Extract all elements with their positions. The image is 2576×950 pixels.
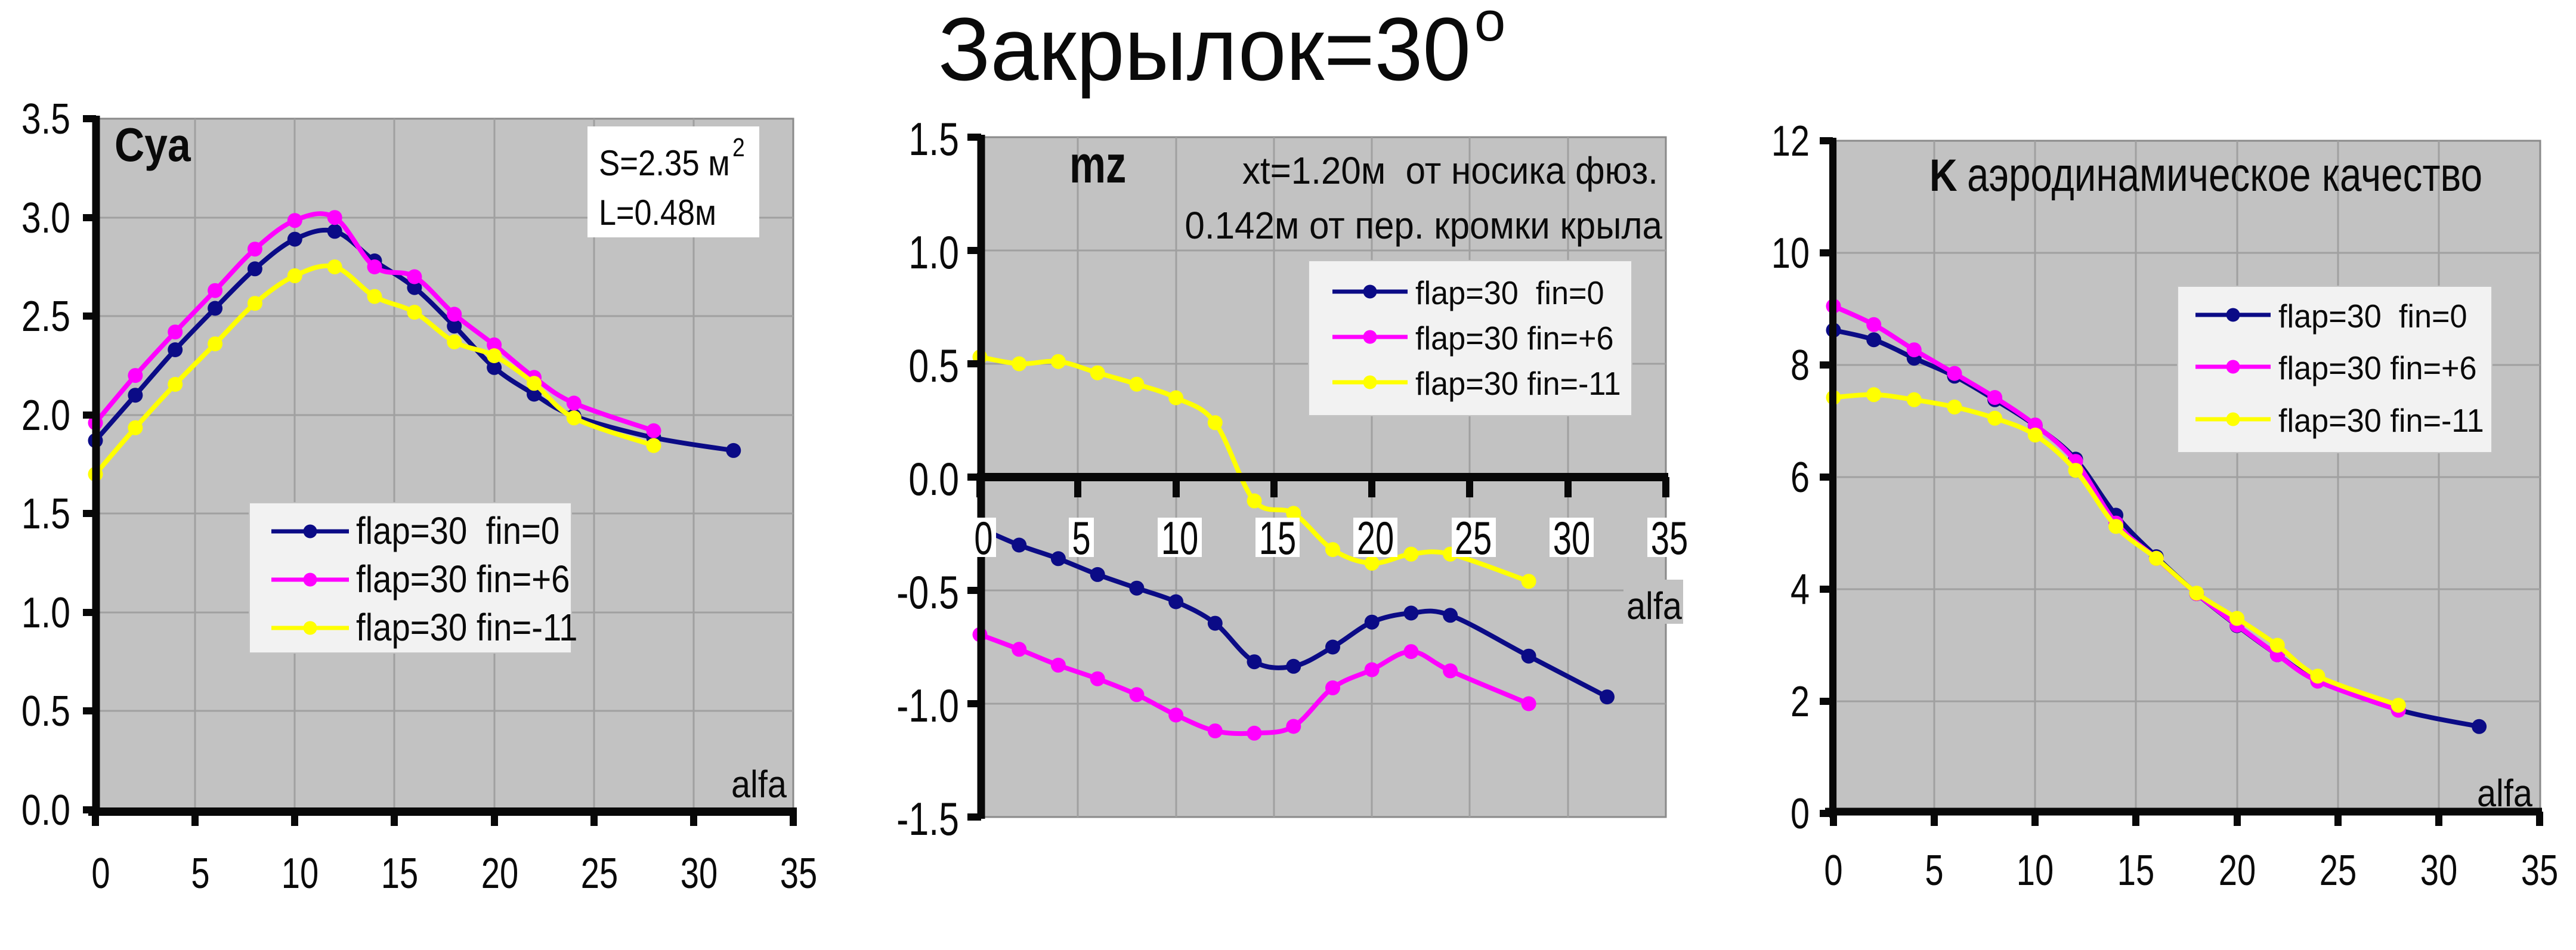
svg-text:12: 12 [1771, 117, 1810, 165]
svg-text:35: 35 [2521, 846, 2558, 894]
svg-text:35: 35 [1651, 512, 1688, 564]
svg-text:flap=30 fin=-11: flap=30 fin=-11 [2278, 403, 2484, 440]
svg-text:flap=30 fin=0: flap=30 fin=0 [1415, 275, 1604, 312]
svg-text:S=2.35 м: S=2.35 м [599, 143, 730, 183]
svg-text:3.0: 3.0 [21, 193, 70, 242]
svg-text:25: 25 [581, 849, 618, 897]
svg-text:0.0: 0.0 [21, 785, 70, 834]
svg-text:0: 0 [1790, 790, 1810, 838]
svg-text:5: 5 [1072, 512, 1090, 564]
svg-text:mz: mz [1069, 135, 1126, 194]
svg-text:Cya: Cya [115, 117, 191, 171]
svg-text:flap=30 fin=+6: flap=30 fin=+6 [356, 558, 570, 601]
svg-text:xt=1.20м от носика фюз.: xt=1.20м от носика фюз. [1242, 150, 1658, 192]
svg-text:0: 0 [974, 512, 992, 564]
svg-text:20: 20 [1357, 512, 1394, 564]
svg-text:0.142м от пер. кромки крыла: 0.142м от пер. кромки крыла [1185, 205, 1662, 247]
svg-text:15: 15 [2117, 846, 2154, 894]
svg-text:25: 25 [2320, 846, 2357, 894]
svg-text:10: 10 [1161, 512, 1198, 564]
svg-text:8: 8 [1790, 341, 1810, 389]
svg-text:0.5: 0.5 [21, 686, 70, 735]
svg-text:-1.5: -1.5 [896, 793, 959, 845]
svg-text:0.5: 0.5 [908, 340, 959, 392]
svg-text:20: 20 [481, 849, 518, 897]
svg-text:15: 15 [381, 849, 418, 897]
svg-text:5: 5 [1925, 846, 1943, 894]
svg-text:0.0: 0.0 [908, 453, 959, 505]
svg-text:0: 0 [1824, 846, 1842, 894]
svg-text:5: 5 [191, 849, 209, 897]
svg-text:flap=30 fin=0: flap=30 fin=0 [356, 509, 559, 552]
svg-text:3.5: 3.5 [21, 94, 70, 143]
svg-text:аэродинамическое качество: аэродинамическое качество [1967, 148, 2482, 202]
svg-text:alfa: alfa [731, 763, 787, 805]
svg-text:10: 10 [2017, 846, 2054, 894]
svg-text:1.0: 1.0 [908, 227, 959, 278]
svg-text:0: 0 [91, 849, 110, 897]
svg-text:35: 35 [780, 849, 817, 897]
svg-text:25: 25 [1455, 512, 1492, 564]
svg-text:alfa: alfa [1626, 584, 1682, 627]
svg-text:2.0: 2.0 [21, 391, 70, 439]
svg-text:flap=30 fin=-11: flap=30 fin=-11 [356, 606, 577, 649]
svg-text:10: 10 [282, 849, 318, 897]
svg-text:1.5: 1.5 [21, 489, 70, 537]
svg-text:flap=30 fin=+6: flap=30 fin=+6 [2278, 350, 2477, 387]
svg-text:4: 4 [1790, 565, 1810, 614]
svg-text:1.0: 1.0 [21, 588, 70, 636]
svg-text:2.5: 2.5 [21, 292, 70, 340]
svg-text:-0.5: -0.5 [896, 567, 959, 618]
svg-text:15: 15 [1259, 512, 1296, 564]
svg-text:20: 20 [2219, 846, 2256, 894]
svg-text:2: 2 [732, 132, 745, 162]
svg-text:2: 2 [1790, 677, 1810, 726]
svg-text:10: 10 [1771, 229, 1810, 277]
svg-text:о: о [1474, 0, 1505, 52]
svg-text:30: 30 [2420, 846, 2457, 894]
svg-text:flap=30 fin=0: flap=30 fin=0 [2278, 298, 2467, 335]
svg-text:flap=30 fin=-11: flap=30 fin=-11 [1415, 366, 1621, 403]
svg-text:1.5: 1.5 [908, 113, 959, 165]
svg-text:30: 30 [1553, 512, 1590, 564]
svg-text:30: 30 [681, 849, 718, 897]
svg-text:6: 6 [1790, 453, 1810, 502]
svg-text:alfa: alfa [2477, 772, 2532, 814]
svg-text:flap=30 fin=+6: flap=30 fin=+6 [1415, 320, 1614, 357]
svg-text:L=0.48м: L=0.48м [599, 193, 716, 233]
svg-text:K: K [1929, 150, 1957, 200]
svg-text:Закрылок=30: Закрылок=30 [938, 0, 1471, 100]
svg-text:-1.0: -1.0 [896, 680, 959, 732]
